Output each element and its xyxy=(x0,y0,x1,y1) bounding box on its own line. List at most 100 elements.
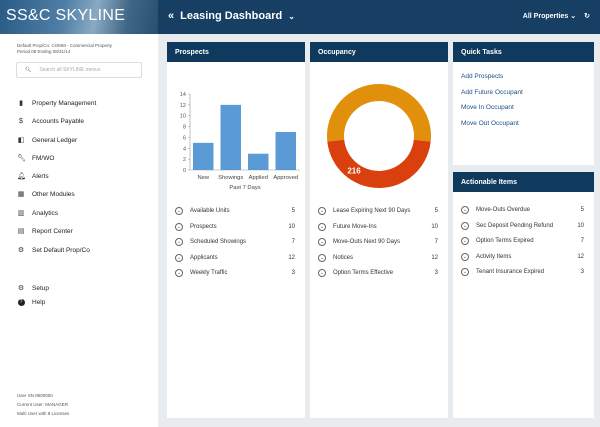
chevron-circle-down-icon[interactable]: ⌄ xyxy=(318,269,326,277)
sidebar-item-accounts-payable[interactable]: $ Accounts Payable xyxy=(17,118,84,125)
y-tick-label: 6 xyxy=(183,135,186,141)
item-count: 5 xyxy=(580,207,584,213)
sidebar-item-label: Report Center xyxy=(32,227,73,235)
wrench-icon: 🔧︎ xyxy=(17,155,26,162)
list-item[interactable]: ⌄ Weekly Traffic 3 xyxy=(175,268,295,278)
actionable-items-header: Actionable Items xyxy=(453,172,594,192)
sidebar-item-property-management[interactable]: ▮ Property Management xyxy=(17,99,96,108)
ledger-icon: ◧ xyxy=(17,137,25,144)
search-input[interactable]: 🔍︎ Search all SKYLINE menus xyxy=(16,62,142,78)
item-count: 10 xyxy=(577,222,584,229)
chevron-circle-down-icon[interactable]: ⌄ xyxy=(175,253,183,262)
chevron-circle-down-icon[interactable]: ⌄ xyxy=(461,221,469,230)
sidebar-item-report-center[interactable]: ▤ Report Center xyxy=(17,227,73,236)
chevron-circle-down-icon[interactable]: ⌄ xyxy=(175,238,183,246)
logo[interactable]: SS&C SKYLINE xyxy=(0,0,158,34)
sidebar-item-analytics[interactable]: ▥ Analytics xyxy=(17,209,58,218)
item-count: 12 xyxy=(577,253,584,260)
x-axis-label: Past 7 Days xyxy=(229,185,260,191)
chevron-circle-down-icon[interactable]: ⌄ xyxy=(318,253,326,262)
list-item[interactable]: ⌄ Available Units 5 xyxy=(175,206,295,216)
chevron-circle-down-icon[interactable]: ⌄ xyxy=(461,252,469,261)
sidebar-item-help[interactable]: ? Help xyxy=(17,298,45,306)
x-tick-label: Showings xyxy=(218,175,243,181)
slice-label: 216 xyxy=(347,167,361,176)
refresh-icon[interactable]: ↻ xyxy=(584,13,590,20)
license-count: Multi User with 8 Licenses xyxy=(17,411,70,416)
sidebar-item-alerts[interactable]: 🔔︎ Alerts xyxy=(17,172,49,181)
bar-new xyxy=(193,142,214,170)
list-item[interactable]: ⌄ Scheduled Showings 7 xyxy=(175,237,295,247)
chevron-down-icon[interactable]: ⌄ xyxy=(288,12,295,21)
item-count: 5 xyxy=(434,208,438,214)
slice-label: 248 xyxy=(372,75,386,84)
sidebar-item-label: Other Modules xyxy=(32,190,75,198)
bar-showings xyxy=(220,104,241,170)
list-item[interactable]: ⌄ Notices 12 xyxy=(318,253,438,263)
item-count: 7 xyxy=(291,239,295,245)
modules-icon: ▦ xyxy=(17,191,25,198)
sidebar-item-label: Set Default Prop/Co xyxy=(32,246,90,254)
list-item[interactable]: ⌄ Prospects 10 xyxy=(175,222,295,232)
item-label: Move-Outs Overdue xyxy=(476,207,531,213)
list-item[interactable]: ⌄ Applicants 12 xyxy=(175,253,295,263)
chevron-circle-down-icon[interactable]: ⌄ xyxy=(175,269,183,277)
item-count: 5 xyxy=(291,208,295,214)
chevron-circle-down-icon[interactable]: ⌄ xyxy=(461,237,469,245)
collapse-sidebar-icon[interactable]: « xyxy=(168,10,175,22)
item-count: 3 xyxy=(434,270,438,276)
sidebar-item-other-modules[interactable]: ▦ Other Modules xyxy=(17,190,75,199)
item-label: Prospects xyxy=(190,223,217,230)
item-label: Sec Deposit Pending Refund xyxy=(476,222,554,229)
property-selector[interactable]: All Properties ⌄ ↻ xyxy=(523,12,590,20)
item-label: Applicants xyxy=(190,254,218,261)
logo-text: SS&C SKYLINE xyxy=(6,7,126,24)
actionable-items-panel: Actionable Items ⌄ Move-Outs Overdue 5 ⌄ Sec… xyxy=(453,172,594,418)
chevron-circle-down-icon[interactable]: ⌄ xyxy=(318,207,326,215)
sidebar-item-set-default-prop-co[interactable]: ⚙ Set Default Prop/Co xyxy=(17,246,90,255)
item-label: Scheduled Showings xyxy=(190,239,247,245)
quick-task-link[interactable]: Add Prospects xyxy=(461,73,504,80)
quick-task-link[interactable]: Move Out Occupant xyxy=(461,119,519,127)
current-user: Current User: MANAGER xyxy=(17,402,69,407)
prospects-bar-chart: 0 2 4 6 8 10 12 14 New Showings Applied Approved Pas… xyxy=(180,92,300,191)
chevron-circle-down-icon[interactable]: ⌄ xyxy=(175,222,183,231)
sidebar-item-label: Help xyxy=(32,298,46,306)
list-item[interactable]: ⌄ Option Terms Expired 7 xyxy=(461,236,584,246)
quick-task-link[interactable]: Move In Occupant xyxy=(461,104,514,111)
quick-task-link[interactable]: Add Future Occupant xyxy=(461,88,523,96)
list-item[interactable]: ⌄ Future Move-Ins 10 xyxy=(318,222,438,232)
chevron-down-icon: ⌄ xyxy=(570,13,577,20)
item-label: Notices xyxy=(333,254,354,261)
page-title[interactable]: « Leasing Dashboard ⌄ xyxy=(168,10,295,22)
item-count: 10 xyxy=(288,223,295,230)
list-item[interactable]: ⌄ Option Terms Effective 3 xyxy=(318,268,438,278)
list-item[interactable]: ⌄ Tenant Insurance Expired 3 xyxy=(461,267,584,277)
y-tick-label: 8 xyxy=(183,125,186,131)
sidebar-item-general-ledger[interactable]: ◧ General Ledger xyxy=(17,136,77,145)
search-placeholder: Search all SKYLINE menus xyxy=(39,67,101,73)
donut-slice-0 xyxy=(327,84,431,142)
bell-icon: 🔔︎ xyxy=(17,173,26,180)
sidebar-item-fm-wo[interactable]: 🔧︎ FM/WO xyxy=(17,154,54,163)
list-item[interactable]: ⌄ Lease Expiring Next 90 Days 5 xyxy=(318,206,438,216)
y-tick-label: 4 xyxy=(183,146,186,152)
sidebar-item-label: Setup xyxy=(32,284,49,292)
sidebar-item-setup[interactable]: ⚙ Setup xyxy=(17,284,49,293)
list-item[interactable]: ⌄ Move-Outs Overdue 5 xyxy=(461,205,584,215)
item-count: 7 xyxy=(580,238,584,244)
list-item[interactable]: ⌄ Activity Items 12 xyxy=(461,252,584,262)
donut-slice-1 xyxy=(327,139,431,189)
x-tick-label: Applied xyxy=(249,175,268,181)
sidebar: Default Prop/Co: COMM - Commercial Prope… xyxy=(0,34,158,427)
list-item[interactable]: ⌄ Move-Outs Next 90 Days 7 xyxy=(318,237,438,247)
chevron-circle-down-icon[interactable]: ⌄ xyxy=(461,268,469,276)
item-count: 3 xyxy=(291,270,295,276)
chevron-circle-down-icon[interactable]: ⌄ xyxy=(461,206,469,214)
gear-icon: ⚙ xyxy=(17,285,25,292)
chevron-circle-down-icon[interactable]: ⌄ xyxy=(318,222,326,231)
chevron-circle-down-icon[interactable]: ⌄ xyxy=(175,207,183,215)
list-item[interactable]: ⌄ Sec Deposit Pending Refund 10 xyxy=(461,221,584,231)
license-info: User SN 8500000 Current User: MANAGER Mu… xyxy=(17,391,69,418)
chevron-circle-down-icon[interactable]: ⌄ xyxy=(318,238,326,246)
